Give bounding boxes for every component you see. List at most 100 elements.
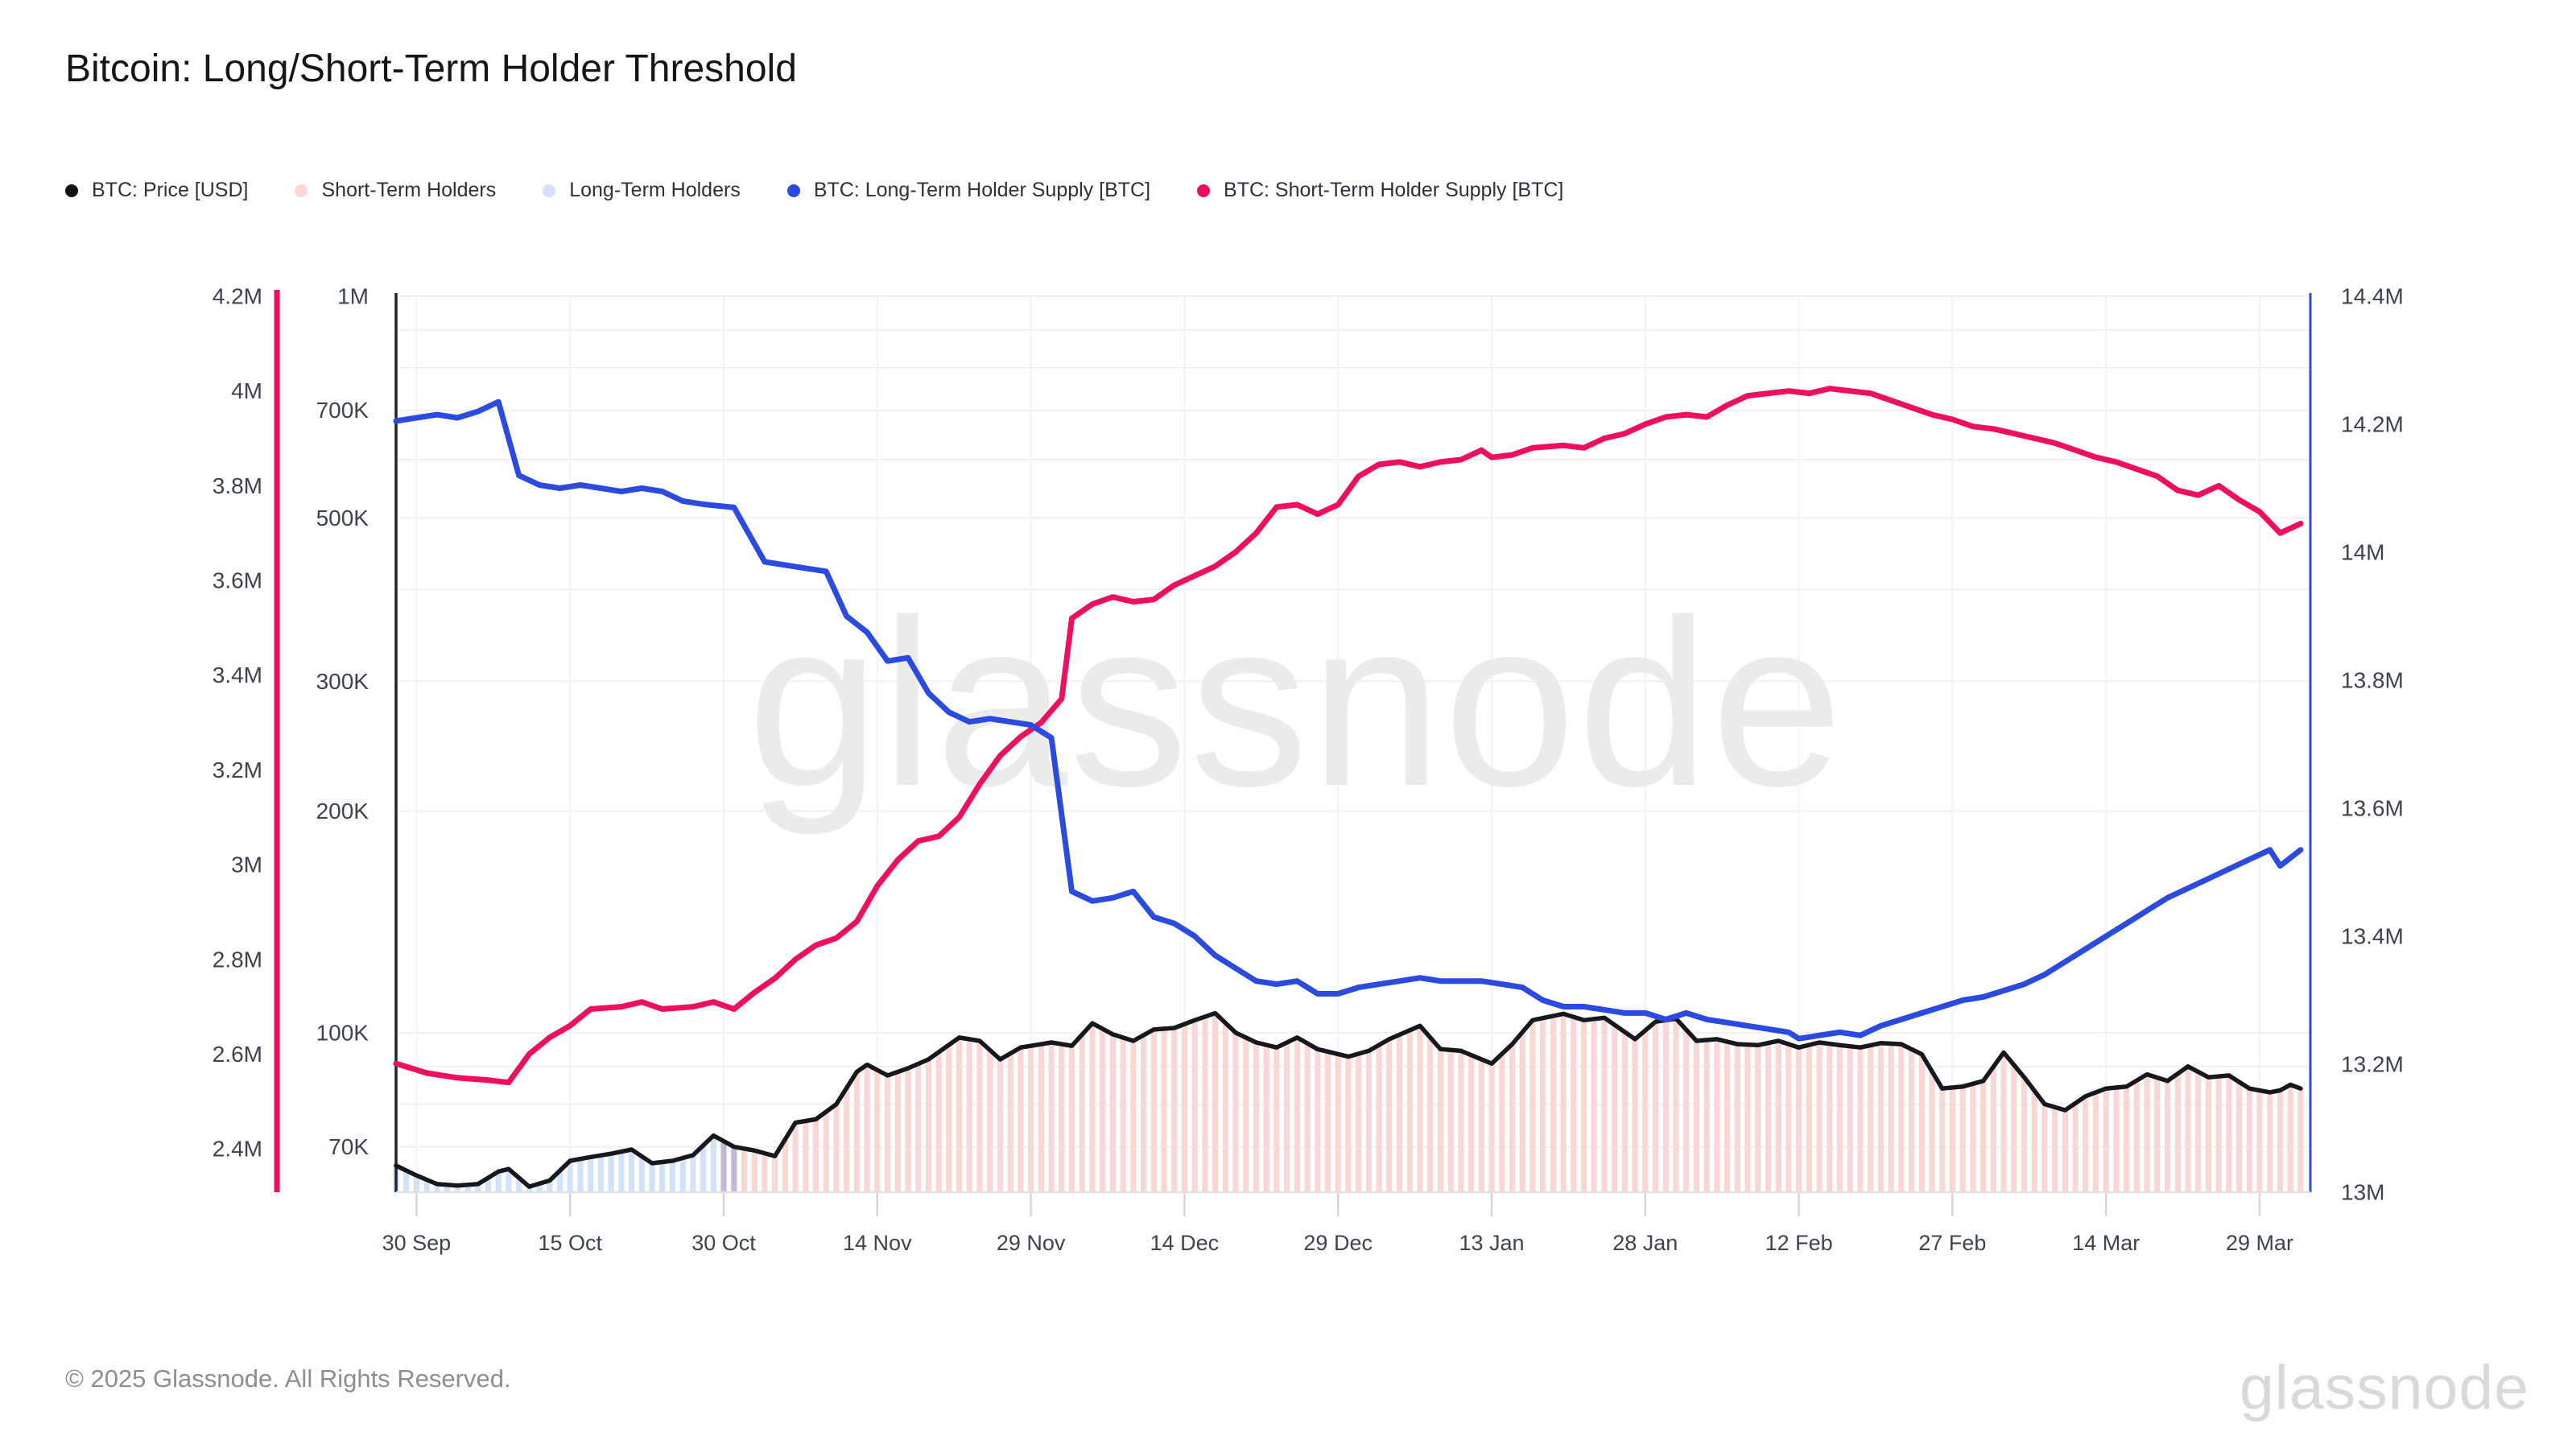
regime-bar: [1642, 1030, 1649, 1192]
legend-swatch-long-term-holders: [543, 184, 556, 197]
regime-bar: [1109, 1034, 1116, 1192]
regime-bar: [1693, 1041, 1699, 1192]
regime-bar: [2092, 1092, 2099, 1192]
lth-axis-tick-label: 13M: [2341, 1180, 2384, 1205]
regime-bar: [1202, 1016, 1208, 1192]
regime-bar: [1386, 1038, 1393, 1192]
regime-bar: [741, 1148, 748, 1192]
price-axis-tick-label: 200K: [316, 799, 369, 824]
regime-bar: [1827, 1043, 1833, 1192]
regime-bar: [1898, 1044, 1905, 1192]
regime-bar: [618, 1151, 625, 1192]
regime-bar: [925, 1059, 931, 1192]
regime-bar: [1079, 1034, 1085, 1192]
regime-bar: [1724, 1042, 1731, 1192]
regime-bar: [1959, 1086, 1966, 1192]
regime-bar: [2246, 1088, 2252, 1192]
regime-bar: [1755, 1045, 1761, 1192]
regime-bar: [1847, 1046, 1853, 1192]
regime-bar: [1059, 1044, 1065, 1192]
regime-bar: [823, 1111, 829, 1192]
lth-axis-tick-label: 14M: [2341, 540, 2384, 565]
regime-bar: [1909, 1049, 1915, 1192]
x-axis-tick-label: 28 Jan: [1612, 1231, 1678, 1255]
regime-bar: [2124, 1086, 2130, 1192]
legend-item-lth-supply[interactable]: BTC: Long-Term Holder Supply [BTC]: [786, 179, 1151, 202]
holder-regime-bars: [393, 1013, 2304, 1192]
regime-bar: [2165, 1080, 2171, 1192]
regime-bar: [1100, 1029, 1106, 1192]
regime-bar: [577, 1158, 584, 1192]
legend-swatch-lth-supply: [786, 184, 800, 197]
glassnode-logo: glassnode: [2239, 1353, 2529, 1422]
regime-bar: [966, 1038, 972, 1192]
regime-bar: [1018, 1047, 1024, 1192]
regime-bar: [1571, 1017, 1577, 1192]
legend-label: BTC: Long-Term Holder Supply [BTC]: [813, 179, 1151, 201]
legend-label: Short-Term Holders: [321, 179, 497, 201]
legend-item-sth-supply[interactable]: BTC: Short-Term Holder Supply [BTC]: [1197, 179, 1563, 202]
lth-axis-tick-label: 13.8M: [2341, 668, 2404, 693]
copyright-text: © 2025 Glassnode. All Rights Reserved.: [65, 1364, 511, 1393]
regime-bar: [1171, 1028, 1178, 1192]
regime-bar: [720, 1141, 727, 1192]
x-axis-tick-label: 12 Feb: [1765, 1231, 1833, 1255]
regime-bar: [597, 1155, 604, 1192]
regime-bar: [1653, 1022, 1659, 1192]
regime-bar: [2297, 1088, 2304, 1192]
price-series-line[interactable]: [394, 1010, 2303, 1189]
legend-item-long-term-holders[interactable]: Long-Term Holders: [543, 179, 741, 202]
regime-bar: [1447, 1050, 1454, 1192]
regime-bar: [1632, 1038, 1638, 1192]
legend-item-btc-price[interactable]: BTC: Price [USD]: [65, 179, 248, 202]
regime-bar: [1437, 1049, 1443, 1192]
regime-bar: [1141, 1034, 1147, 1192]
sth-series-line[interactable]: [393, 386, 2304, 1086]
regime-bar: [2287, 1084, 2293, 1192]
regime-bar: [1089, 1023, 1096, 1192]
regime-bar: [2113, 1088, 2120, 1192]
regime-bar: [2021, 1077, 2028, 1192]
regime-bar: [1540, 1018, 1546, 1192]
regime-bar: [956, 1037, 963, 1192]
regime-bar: [1703, 1039, 1710, 1192]
regime-bar: [1785, 1044, 1792, 1192]
regime-bar: [1468, 1055, 1475, 1192]
x-axis-tick-label: 14 Nov: [843, 1231, 912, 1255]
regime-bar: [1888, 1043, 1894, 1192]
regime-bar: [1970, 1084, 1976, 1192]
regime-bar: [1683, 1029, 1690, 1192]
sth-axis-tick-label: 3.8M: [213, 473, 262, 498]
regime-bar: [1007, 1053, 1013, 1192]
regime-bar: [2195, 1071, 2202, 1192]
regime-bar: [423, 1179, 430, 1192]
regime-bar: [1274, 1047, 1280, 1192]
regime-bar: [1765, 1042, 1772, 1192]
sth-axis-tick-label: 3.6M: [213, 568, 262, 593]
regime-bar: [1949, 1088, 1955, 1192]
sth-axis-tick-label: 2.6M: [213, 1042, 262, 1067]
regime-bar: [1417, 1026, 1423, 1192]
regime-bar: [526, 1187, 532, 1192]
price-axis-tick-label: 1M: [337, 284, 369, 309]
legend-label: BTC: Short-Term Holder Supply [BTC]: [1224, 179, 1564, 201]
regime-bar: [547, 1180, 553, 1192]
regime-bar: [1315, 1049, 1321, 1192]
regime-bar: [1499, 1054, 1505, 1192]
regime-bar: [1028, 1046, 1034, 1192]
regime-bar: [516, 1178, 522, 1192]
regime-bar: [1662, 1020, 1669, 1192]
regime-bar: [1191, 1020, 1198, 1192]
x-axis-tick-label: 30 Oct: [691, 1231, 756, 1255]
regime-bar: [2256, 1090, 2263, 1192]
legend-item-short-term-holders[interactable]: Short-Term Holders: [295, 179, 496, 202]
lth-series-line[interactable]: [393, 398, 2304, 1042]
regime-bar: [1345, 1056, 1352, 1192]
regime-bar: [2185, 1066, 2191, 1192]
regime-bar: [2205, 1077, 2211, 1192]
price-axis-tick-label: 300K: [316, 669, 369, 694]
lth-axis-tick-label: 13.2M: [2341, 1052, 2404, 1077]
regime-bar: [803, 1121, 809, 1192]
regime-bar: [1294, 1037, 1300, 1192]
regime-bar: [1550, 1016, 1556, 1192]
